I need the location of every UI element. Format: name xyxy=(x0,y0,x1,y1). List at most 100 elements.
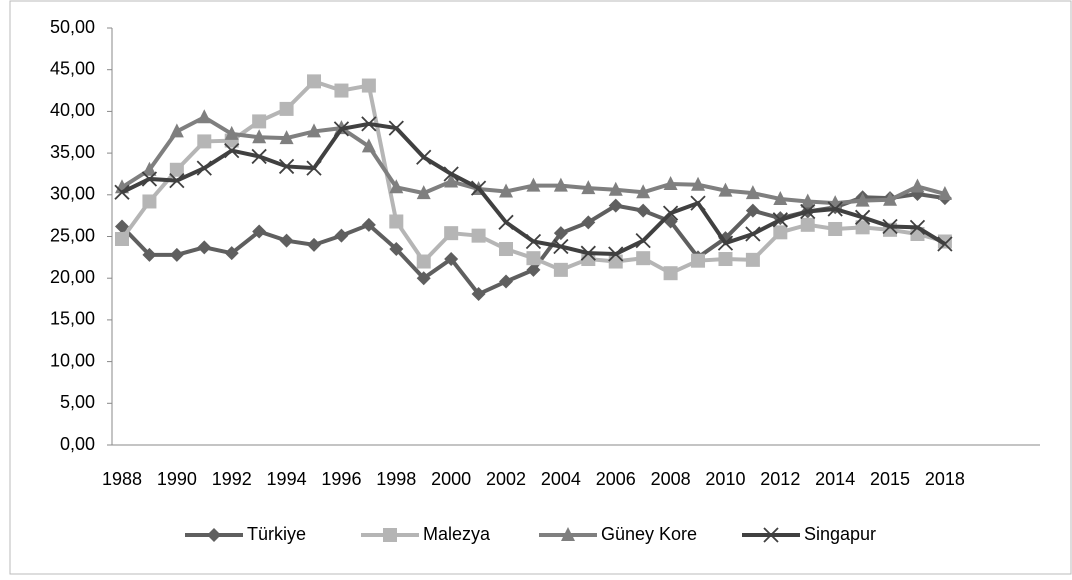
marker xyxy=(745,252,760,267)
marker xyxy=(383,528,397,542)
marker xyxy=(334,228,349,243)
marker xyxy=(581,215,596,230)
marker xyxy=(800,217,815,232)
marker xyxy=(307,237,322,252)
marker xyxy=(224,246,239,261)
marker xyxy=(389,214,404,229)
marker xyxy=(279,233,294,248)
marker xyxy=(745,226,761,242)
marker xyxy=(169,247,184,262)
marker xyxy=(663,175,678,190)
marker xyxy=(561,527,575,541)
marker xyxy=(855,192,870,207)
legend-label: Türkiye xyxy=(247,524,306,544)
marker xyxy=(307,74,322,89)
marker xyxy=(827,201,843,217)
marker xyxy=(169,172,185,189)
x-tick-label: 1992 xyxy=(212,469,252,489)
marker xyxy=(526,177,541,192)
marker xyxy=(937,236,953,252)
marker xyxy=(773,190,788,205)
marker xyxy=(224,142,240,159)
marker xyxy=(361,116,377,132)
y-tick-label: 10,00 xyxy=(50,350,95,370)
marker xyxy=(717,235,734,251)
marker xyxy=(772,212,788,228)
x-tick-label: 1988 xyxy=(102,469,142,489)
marker xyxy=(471,287,486,302)
marker xyxy=(141,171,158,187)
x-tick-label: 2012 xyxy=(760,469,800,489)
y-tick-label: 20,00 xyxy=(50,267,95,287)
marker xyxy=(470,180,487,196)
marker xyxy=(416,149,432,165)
marker xyxy=(443,166,459,182)
marker xyxy=(499,183,514,198)
marker xyxy=(115,232,129,247)
marker xyxy=(416,254,431,269)
marker xyxy=(334,83,349,98)
x-tick-label: 2000 xyxy=(431,469,471,489)
marker xyxy=(580,245,596,261)
marker xyxy=(499,242,514,257)
marker xyxy=(854,209,871,225)
marker xyxy=(663,266,678,281)
marker xyxy=(169,162,184,177)
marker xyxy=(800,193,815,208)
x-tick-label: 2006 xyxy=(596,469,636,489)
marker xyxy=(142,247,157,262)
marker xyxy=(608,254,623,269)
marker xyxy=(882,218,898,235)
marker xyxy=(937,234,952,249)
marker xyxy=(169,123,184,138)
marker xyxy=(718,252,733,267)
marker xyxy=(636,184,651,199)
y-tick-label: 40,00 xyxy=(50,100,95,120)
x-tick-label: 1990 xyxy=(157,469,197,489)
x-tick-label: 1998 xyxy=(376,469,416,489)
marker xyxy=(224,125,239,140)
marker xyxy=(197,134,212,149)
x-tick-label: 2010 xyxy=(705,469,745,489)
marker xyxy=(306,160,322,176)
marker xyxy=(636,251,651,266)
marker xyxy=(525,233,542,250)
marker xyxy=(252,114,267,129)
marker xyxy=(278,158,295,175)
y-tick-label: 15,00 xyxy=(50,309,95,329)
marker xyxy=(553,262,568,277)
x-tick-label: 2015 xyxy=(870,469,910,489)
marker xyxy=(252,224,267,239)
y-tick-label: 50,00 xyxy=(50,17,95,37)
marker xyxy=(553,238,569,255)
marker xyxy=(114,184,130,200)
marker xyxy=(662,205,679,221)
x-tick-label: 2008 xyxy=(651,469,691,489)
marker xyxy=(690,195,706,211)
marker xyxy=(207,528,221,542)
marker xyxy=(361,78,376,93)
y-tick-label: 45,00 xyxy=(50,58,95,78)
marker xyxy=(553,226,568,241)
marker xyxy=(142,161,157,176)
x-tick-label: 1996 xyxy=(321,469,361,489)
marker xyxy=(499,274,514,289)
marker xyxy=(745,185,760,200)
marker xyxy=(197,109,212,124)
x-tick-label: 1994 xyxy=(267,469,307,489)
marker xyxy=(636,203,651,218)
marker xyxy=(444,226,459,241)
chart-border xyxy=(9,0,1072,575)
marker xyxy=(608,198,623,213)
marker xyxy=(800,203,816,220)
y-tick-label: 35,00 xyxy=(50,142,95,162)
marker xyxy=(526,251,541,266)
legend-label: Singapur xyxy=(804,524,876,544)
marker xyxy=(909,219,926,235)
y-tick-label: 25,00 xyxy=(50,225,95,245)
legend-label: Güney Kore xyxy=(601,524,697,544)
marker xyxy=(389,242,404,257)
y-tick-label: 5,00 xyxy=(60,392,95,412)
marker xyxy=(389,179,404,194)
